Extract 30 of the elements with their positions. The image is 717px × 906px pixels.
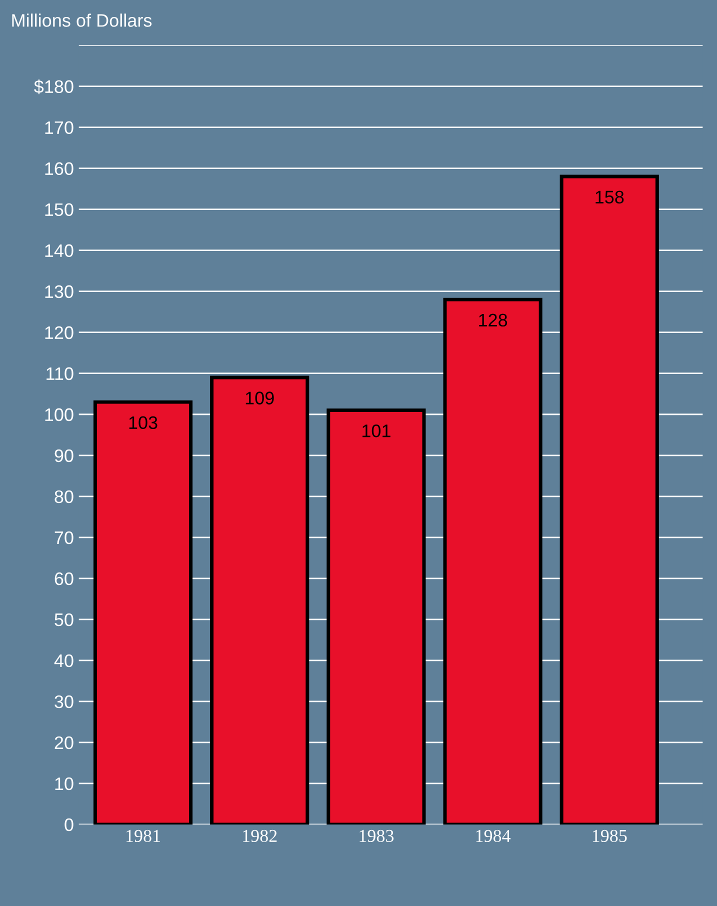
x-tick-label: 1983 bbox=[360, 830, 394, 842]
y-tick-label: $180 bbox=[34, 79, 74, 94]
y-tick-label: 0 bbox=[64, 818, 74, 832]
y-tick-label: 120 bbox=[45, 326, 74, 340]
data-label: 103 bbox=[129, 416, 158, 430]
y-tick-label: 170 bbox=[45, 121, 74, 134]
data-label: 128 bbox=[479, 314, 508, 327]
y-tick-label: 50 bbox=[54, 613, 74, 626]
x-tick-label: 1985 bbox=[592, 830, 627, 842]
data-label: 158 bbox=[596, 190, 624, 204]
y-tick-label: 20 bbox=[54, 736, 74, 750]
y-tick-label: 110 bbox=[46, 367, 74, 380]
y-tick-label: 80 bbox=[54, 490, 74, 504]
y-tick-label: 150 bbox=[45, 203, 74, 216]
x-tick-label: 1981 bbox=[126, 830, 160, 842]
x-tick-label: 1984 bbox=[476, 830, 511, 842]
y-tick-label: 160 bbox=[45, 162, 74, 176]
y-tick-label: 140 bbox=[45, 244, 74, 258]
y-tick-label: 60 bbox=[54, 572, 74, 586]
y-tick-label: 30 bbox=[54, 695, 74, 708]
data-label: 109 bbox=[246, 392, 274, 404]
data-label: 101 bbox=[362, 424, 390, 438]
y-axis-title: Millions of Dollars bbox=[12, 14, 152, 27]
y-tick-label: 10 bbox=[55, 777, 74, 790]
y-tick-label: 70 bbox=[54, 531, 74, 544]
y-tick-label: 100 bbox=[45, 408, 74, 422]
y-tick-label: 130 bbox=[45, 285, 74, 298]
x-tick-label: 1982 bbox=[243, 830, 277, 842]
y-tick-label: 90 bbox=[54, 449, 74, 462]
y-tick-label: 40 bbox=[54, 654, 74, 668]
